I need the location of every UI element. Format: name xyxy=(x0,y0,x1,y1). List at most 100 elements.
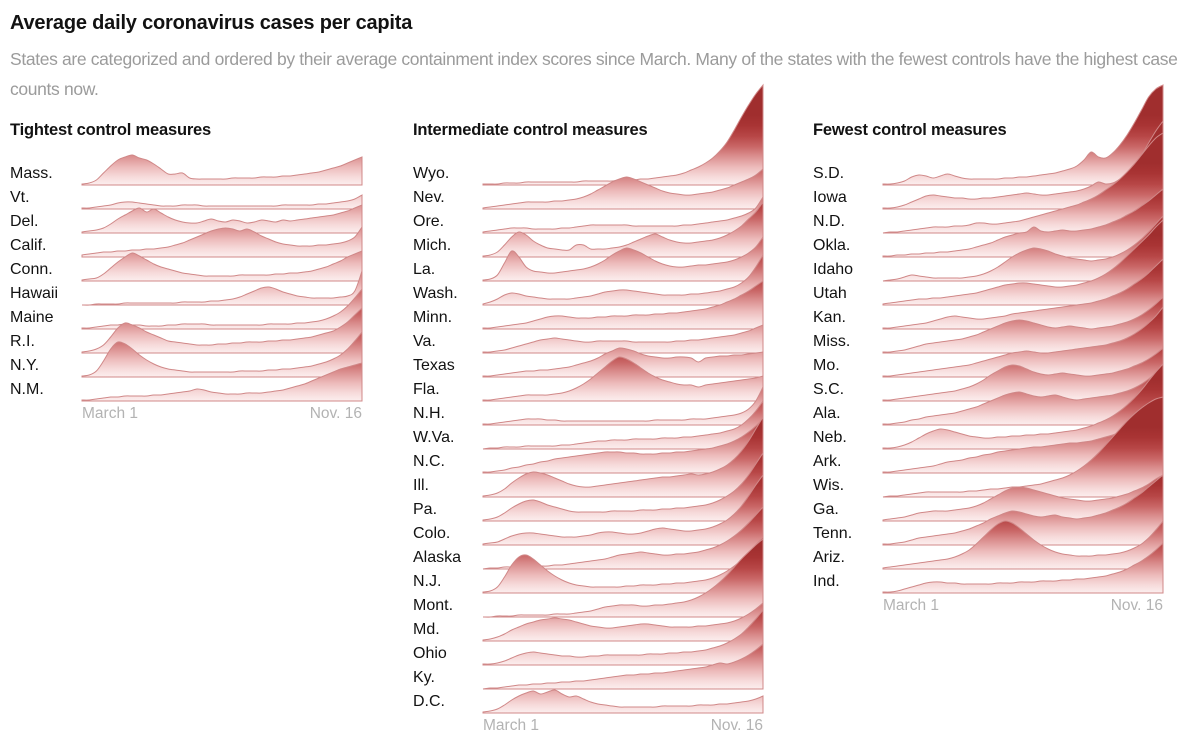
state-label: Okla. xyxy=(813,237,851,254)
area-ala xyxy=(882,365,1164,426)
area-conn xyxy=(81,250,363,282)
area-mont xyxy=(482,537,764,618)
area-mo xyxy=(882,305,1164,378)
state-label: Ga. xyxy=(813,501,839,518)
page-title: Average daily coronavirus cases per capi… xyxy=(10,12,413,34)
area-nh xyxy=(482,386,764,426)
area-ny xyxy=(81,330,363,378)
state-label: Iowa xyxy=(813,189,847,206)
area-hawaii xyxy=(81,270,363,306)
ridgeline-chart-column-1 xyxy=(81,154,363,402)
area-fla xyxy=(482,356,764,402)
state-label: Ohio xyxy=(413,645,447,662)
state-label: Texas xyxy=(413,357,455,374)
state-label: Minn. xyxy=(413,309,453,326)
state-label: La. xyxy=(413,261,436,278)
area-vt xyxy=(81,194,363,210)
area-ky xyxy=(482,642,764,690)
state-label: N.C. xyxy=(413,453,445,470)
state-label: Conn. xyxy=(10,261,53,278)
area-del xyxy=(81,204,363,234)
state-label: Mo. xyxy=(813,357,840,374)
area-sd xyxy=(882,84,1164,186)
state-label: Utah xyxy=(813,285,847,302)
area-ariz xyxy=(882,519,1164,570)
state-label: Vt. xyxy=(10,189,30,206)
state-label: W.Va. xyxy=(413,429,455,446)
area-nev xyxy=(482,167,764,210)
area-utah xyxy=(882,218,1164,306)
state-label: Neb. xyxy=(813,429,847,446)
state-label: Colo. xyxy=(413,525,451,542)
state-label: Ind. xyxy=(813,573,840,590)
area-dc xyxy=(482,689,764,714)
area-sc xyxy=(882,346,1164,402)
state-label: Hawaii xyxy=(10,285,59,302)
area-miss xyxy=(882,295,1164,354)
area-wyo xyxy=(482,83,764,186)
state-label: Wis. xyxy=(813,477,845,494)
area-nd xyxy=(882,132,1164,234)
state-label: Tenn. xyxy=(813,525,853,542)
state-label: Va. xyxy=(413,333,436,350)
state-label: N.M. xyxy=(10,381,44,398)
area-va xyxy=(482,324,764,354)
state-label: S.C. xyxy=(813,381,845,398)
state-label: Ill. xyxy=(413,477,429,494)
area-la xyxy=(482,235,764,282)
state-label: Kan. xyxy=(813,309,846,326)
column-header: Tightest control measures xyxy=(10,121,212,139)
area-wva xyxy=(482,399,764,450)
state-label: Miss. xyxy=(813,333,851,350)
area-tenn xyxy=(882,473,1164,546)
state-label: Wash. xyxy=(413,285,458,302)
state-label: N.H. xyxy=(413,405,445,422)
area-ohio xyxy=(482,608,764,666)
area-wis xyxy=(882,396,1164,498)
ridgeline-chart-column-3 xyxy=(882,84,1164,594)
x-axis-end-label: Nov. 16 xyxy=(710,717,763,734)
state-label: N.J. xyxy=(413,573,442,590)
state-label: Ky. xyxy=(413,669,435,686)
state-label: Calif. xyxy=(10,237,47,254)
state-label: Maine xyxy=(10,309,54,326)
column-header: Intermediate control measures xyxy=(413,121,648,139)
state-label: Md. xyxy=(413,621,440,638)
state-label: Mont. xyxy=(413,597,454,614)
area-okla xyxy=(882,187,1164,258)
x-axis-end-label: Nov. 16 xyxy=(1110,597,1163,614)
state-label: Ariz. xyxy=(813,549,845,566)
state-label: D.C. xyxy=(413,693,445,710)
state-label: Nev. xyxy=(413,189,445,206)
area-ill xyxy=(482,415,764,498)
state-label: Wyo. xyxy=(413,165,450,182)
state-label: Mass. xyxy=(10,165,53,182)
area-md xyxy=(482,601,764,642)
area-ind xyxy=(882,541,1164,594)
area-ga xyxy=(882,474,1164,522)
area-calif xyxy=(81,225,363,258)
state-label: Del. xyxy=(10,213,39,230)
state-label: S.D. xyxy=(813,165,845,182)
area-kan xyxy=(882,257,1164,330)
area-nm xyxy=(81,362,363,402)
area-ore xyxy=(482,195,764,234)
area-mass xyxy=(81,154,363,186)
x-axis-end-label: Nov. 16 xyxy=(309,405,362,422)
state-label: Ala. xyxy=(813,405,841,422)
column-header: Fewest control measures xyxy=(813,121,1007,139)
ridgeline-chart-column-2 xyxy=(482,83,764,714)
area-minn xyxy=(482,280,764,330)
area-nj xyxy=(482,535,764,594)
state-label: Alaska xyxy=(413,549,462,566)
area-ri xyxy=(81,306,363,354)
state-label: Ore. xyxy=(413,213,445,230)
state-label: N.D. xyxy=(813,213,845,230)
area-nc xyxy=(482,417,764,474)
x-axis-start-label: March 1 xyxy=(883,597,939,614)
x-axis-start-label: March 1 xyxy=(82,405,138,422)
state-label: Mich. xyxy=(413,237,452,254)
page-subtitle: States are categorized and ordered by th… xyxy=(10,49,1178,99)
state-label: Fla. xyxy=(413,381,440,398)
